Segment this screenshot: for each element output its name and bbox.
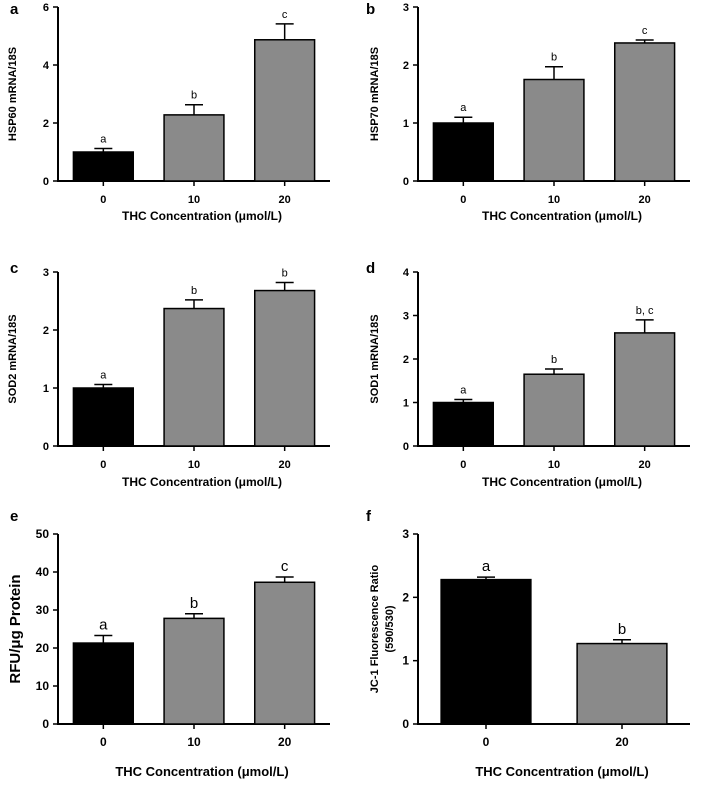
significance-label: b: [191, 285, 197, 297]
y-axis-label: SOD2 mRNA/18S: [7, 314, 19, 403]
significance-label: b: [282, 267, 288, 279]
significance-label: a: [100, 370, 107, 382]
significance-label: c: [282, 9, 288, 21]
bar: [523, 373, 585, 447]
x-axis-label: THC Concentration (μmol/L): [482, 475, 642, 489]
bar: [72, 387, 135, 447]
significance-label: c: [642, 25, 648, 37]
y-axis-label: RFU/μg Protein: [7, 574, 24, 683]
x-tick-label: 20: [639, 194, 651, 206]
y-tick-label: 10: [36, 679, 50, 693]
x-axis-label: THC Concentration (μmol/L): [122, 209, 282, 223]
significance-label: a: [460, 384, 467, 396]
y-tick-label: 2: [402, 590, 409, 604]
x-axis-label: THC Concentration (μmol/L): [482, 209, 642, 223]
panel-label: c: [10, 260, 18, 277]
y-tick-label: 0: [402, 717, 409, 731]
y-tick-label: 0: [43, 176, 49, 188]
y-tick-label: 1: [402, 654, 409, 668]
x-tick-label: 20: [279, 459, 291, 471]
significance-label: b: [191, 90, 197, 102]
y-tick-label: 2: [403, 60, 409, 72]
x-tick-label: 10: [548, 459, 560, 471]
y-tick-label: 2: [403, 354, 409, 366]
y-tick-label: 2: [43, 325, 49, 337]
y-tick-label: 6: [43, 2, 49, 14]
bar: [72, 642, 135, 725]
y-tick-label: 1: [403, 118, 409, 130]
panel-label: e: [10, 508, 18, 525]
x-tick-label: 0: [483, 735, 490, 749]
panel-label: a: [10, 1, 19, 18]
significance-label: a: [100, 134, 107, 146]
x-tick-label: 20: [278, 735, 292, 749]
y-tick-label: 1: [43, 383, 49, 395]
bar: [253, 289, 316, 447]
y-axis-label: JC-1 Fluorescence Ratio: [369, 565, 381, 694]
panel-label: b: [366, 1, 375, 18]
y-tick-label: 0: [43, 441, 49, 453]
y-tick-label: 30: [36, 603, 50, 617]
x-tick-label: 20: [279, 194, 291, 206]
y-axis-label: HSP70 mRNA/18S: [369, 47, 381, 141]
y-tick-label: 0: [403, 441, 409, 453]
significance-label: b, c: [636, 305, 654, 317]
x-tick-label: 0: [460, 459, 466, 471]
bar: [432, 122, 495, 182]
x-axis-label: THC Concentration (μmol/L): [115, 764, 288, 779]
y-tick-label: 4: [43, 60, 50, 72]
y-tick-label: 20: [36, 641, 50, 655]
bar: [576, 642, 668, 725]
y-tick-label: 40: [36, 565, 50, 579]
y-tick-label: 3: [403, 311, 409, 323]
significance-label: a: [99, 616, 108, 633]
x-tick-label: 0: [100, 459, 106, 471]
bar: [432, 401, 495, 447]
bar: [523, 78, 585, 182]
y-tick-label: 3: [402, 527, 409, 541]
x-tick-label: 20: [615, 735, 629, 749]
y-tick-label: 0: [42, 717, 49, 731]
x-tick-label: 10: [188, 194, 200, 206]
significance-label: a: [482, 558, 491, 575]
x-tick-label: 20: [639, 459, 651, 471]
x-axis-label: THC Concentration (μmol/L): [122, 475, 282, 489]
bar: [613, 42, 676, 182]
x-tick-label: 10: [187, 735, 201, 749]
panel-label: d: [366, 260, 375, 277]
significance-label: a: [460, 102, 467, 114]
significance-label: b: [190, 595, 198, 612]
x-axis-label: THC Concentration (μmol/L): [475, 764, 648, 779]
y-tick-label: 3: [403, 2, 409, 14]
significance-label: b: [551, 354, 557, 366]
bar: [253, 581, 316, 725]
y-tick-label: 0: [403, 176, 409, 188]
panel-label: f: [366, 508, 372, 525]
y-tick-label: 1: [403, 398, 409, 410]
bar: [440, 578, 532, 725]
y-tick-label: 2: [43, 118, 49, 130]
x-tick-label: 10: [188, 459, 200, 471]
significance-label: c: [281, 558, 289, 575]
y-tick-label: 50: [36, 527, 50, 541]
bar: [72, 151, 135, 182]
bar: [613, 332, 676, 447]
x-tick-label: 0: [100, 735, 107, 749]
x-tick-label: 10: [548, 194, 560, 206]
significance-label: b: [551, 52, 557, 64]
bar: [163, 617, 225, 725]
significance-label: b: [618, 621, 626, 638]
x-tick-label: 0: [460, 194, 466, 206]
y-axis-label: SOD1 mRNA/18S: [369, 314, 381, 403]
bar: [253, 39, 316, 182]
y-axis-label: HSP60 mRNA/18S: [7, 47, 19, 141]
x-tick-label: 0: [100, 194, 106, 206]
y-tick-label: 4: [403, 267, 410, 279]
y-axis-label-line2: (590/530): [384, 605, 396, 652]
bar: [163, 114, 225, 182]
y-tick-label: 3: [43, 267, 49, 279]
bar: [163, 307, 225, 447]
